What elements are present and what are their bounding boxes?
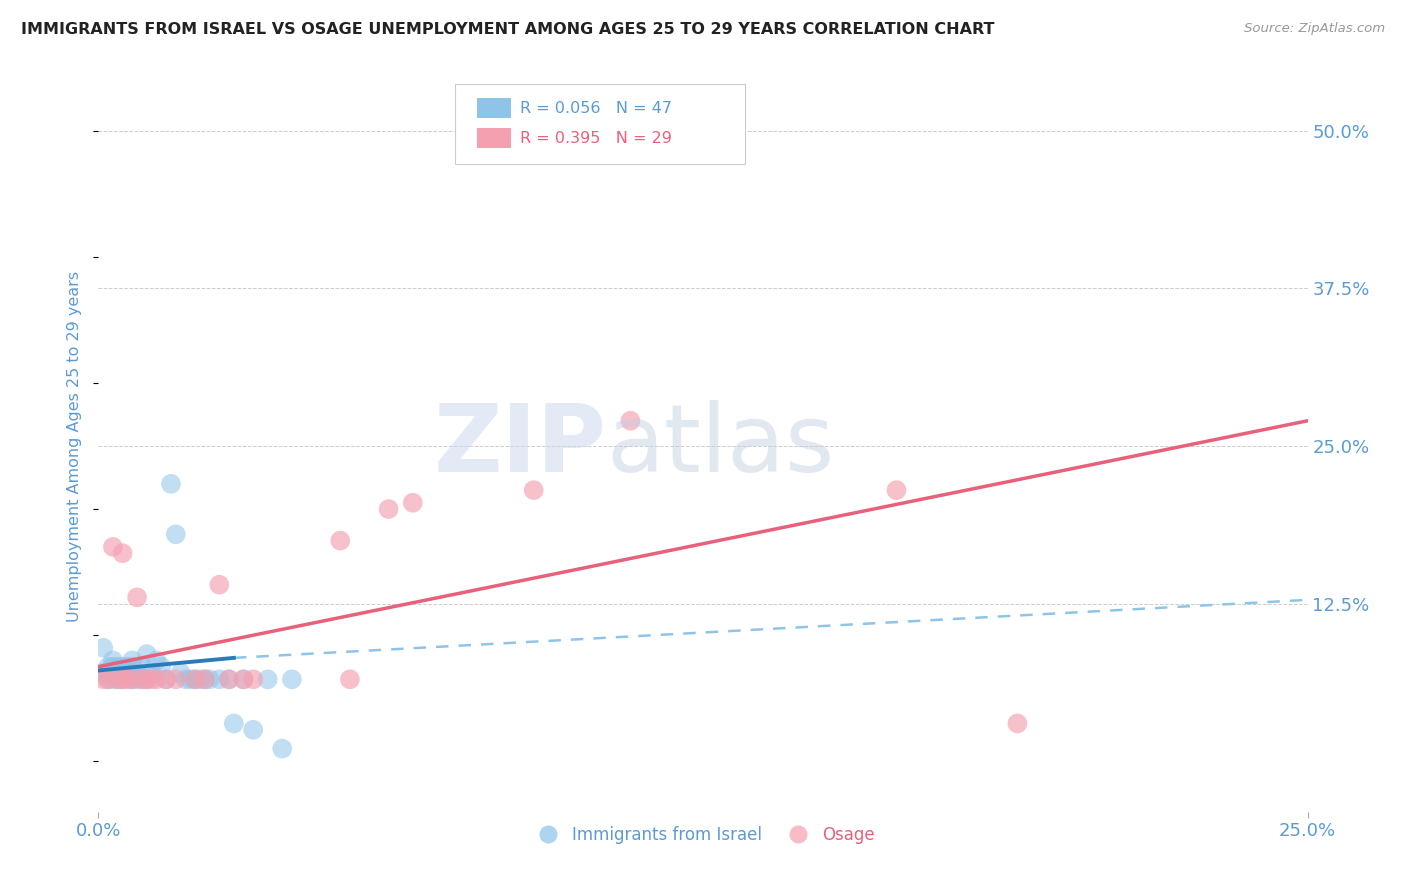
Point bbox=[218, 673, 240, 687]
Y-axis label: Unemployment Among Ages 25 to 29 years: Unemployment Among Ages 25 to 29 years bbox=[67, 270, 83, 622]
Point bbox=[184, 673, 207, 687]
Point bbox=[91, 673, 114, 687]
Legend: Immigrants from Israel, Osage: Immigrants from Israel, Osage bbox=[524, 820, 882, 851]
Point bbox=[97, 673, 120, 687]
Point bbox=[194, 673, 217, 687]
Point bbox=[160, 476, 183, 491]
Point bbox=[402, 496, 425, 510]
Point bbox=[135, 647, 157, 661]
Point bbox=[208, 578, 231, 592]
Point bbox=[111, 659, 134, 673]
Point bbox=[242, 723, 264, 737]
Point bbox=[165, 527, 187, 541]
Text: R = 0.395   N = 29: R = 0.395 N = 29 bbox=[520, 130, 672, 145]
Point bbox=[281, 673, 304, 687]
FancyBboxPatch shape bbox=[456, 84, 745, 164]
Text: IMMIGRANTS FROM ISRAEL VS OSAGE UNEMPLOYMENT AMONG AGES 25 TO 29 YEARS CORRELATI: IMMIGRANTS FROM ISRAEL VS OSAGE UNEMPLOY… bbox=[21, 22, 994, 37]
Point bbox=[97, 665, 120, 680]
Point bbox=[111, 546, 134, 560]
Point bbox=[107, 673, 129, 687]
Point bbox=[886, 483, 908, 497]
Point bbox=[194, 673, 217, 687]
Point bbox=[242, 673, 264, 687]
Point bbox=[127, 665, 149, 680]
Point bbox=[101, 653, 124, 667]
Point bbox=[145, 673, 167, 687]
Point bbox=[155, 673, 177, 687]
Point bbox=[523, 483, 546, 497]
Point bbox=[117, 673, 139, 687]
Point bbox=[208, 673, 231, 687]
Point bbox=[111, 673, 134, 687]
Point bbox=[329, 533, 352, 548]
Point bbox=[101, 540, 124, 554]
Point bbox=[121, 673, 143, 687]
Point bbox=[107, 673, 129, 687]
Point bbox=[131, 673, 153, 687]
Point bbox=[91, 665, 114, 680]
Text: ZIP: ZIP bbox=[433, 400, 606, 492]
Point bbox=[155, 673, 177, 687]
Point bbox=[188, 673, 211, 687]
Text: R = 0.056   N = 47: R = 0.056 N = 47 bbox=[520, 101, 672, 116]
Point bbox=[619, 414, 641, 428]
Point bbox=[184, 673, 207, 687]
Point bbox=[111, 673, 134, 687]
Point bbox=[121, 673, 143, 687]
Point bbox=[174, 673, 197, 687]
Point bbox=[121, 653, 143, 667]
Point bbox=[232, 673, 254, 687]
FancyBboxPatch shape bbox=[477, 98, 510, 119]
Point bbox=[169, 665, 191, 680]
Point bbox=[165, 673, 187, 687]
FancyBboxPatch shape bbox=[477, 128, 510, 148]
Point bbox=[131, 659, 153, 673]
Point bbox=[218, 673, 240, 687]
Point bbox=[150, 659, 173, 673]
Text: Source: ZipAtlas.com: Source: ZipAtlas.com bbox=[1244, 22, 1385, 36]
Point bbox=[145, 653, 167, 667]
Point bbox=[256, 673, 278, 687]
Point bbox=[107, 659, 129, 673]
Text: atlas: atlas bbox=[606, 400, 835, 492]
Point bbox=[222, 716, 245, 731]
Point bbox=[117, 659, 139, 673]
Point bbox=[101, 659, 124, 673]
Point bbox=[127, 591, 149, 605]
Point bbox=[135, 673, 157, 687]
Point bbox=[97, 673, 120, 687]
Point bbox=[91, 640, 114, 655]
Point bbox=[232, 673, 254, 687]
Point bbox=[135, 673, 157, 687]
Point bbox=[271, 741, 294, 756]
Point bbox=[1007, 716, 1029, 731]
Point bbox=[141, 673, 163, 687]
Point bbox=[111, 665, 134, 680]
Point bbox=[141, 665, 163, 680]
Point bbox=[198, 673, 221, 687]
Point bbox=[179, 673, 201, 687]
Point bbox=[97, 659, 120, 673]
Point bbox=[117, 665, 139, 680]
Point bbox=[107, 665, 129, 680]
Point bbox=[101, 665, 124, 680]
Point bbox=[377, 502, 399, 516]
Point bbox=[127, 673, 149, 687]
Point bbox=[339, 673, 361, 687]
Point bbox=[101, 673, 124, 687]
Point bbox=[131, 673, 153, 687]
Point bbox=[121, 659, 143, 673]
